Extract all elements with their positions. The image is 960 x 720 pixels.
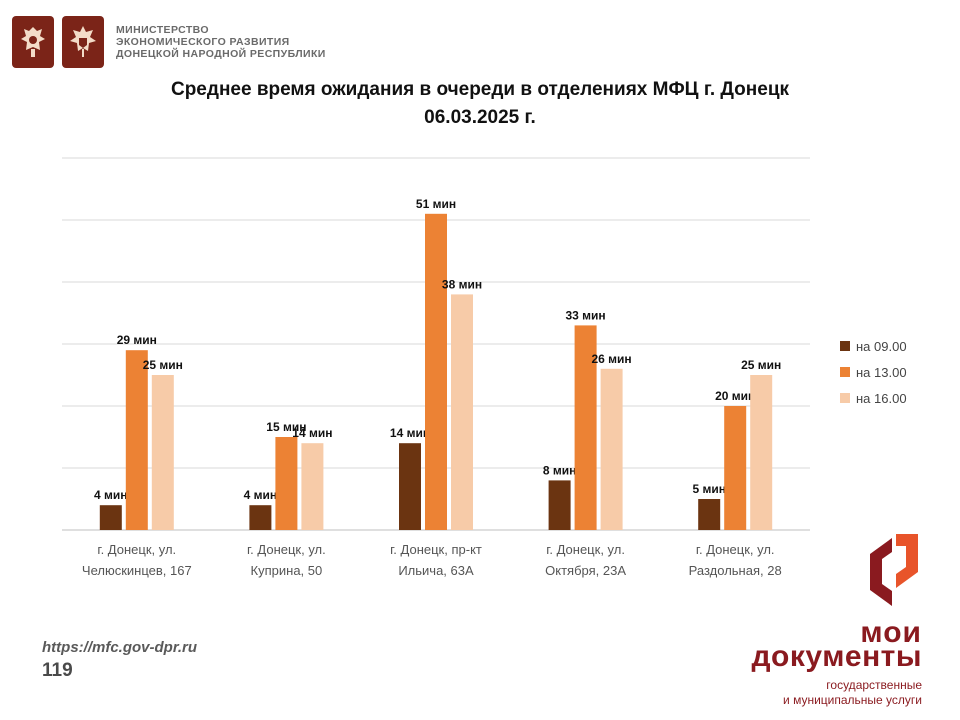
dpr-emblem-icon bbox=[62, 16, 104, 68]
data-label: 33 мин bbox=[566, 308, 606, 322]
data-label: 51 мин bbox=[416, 197, 456, 211]
website-link[interactable]: https://mfc.gov-dpr.ru bbox=[42, 639, 197, 656]
legend-label-1600: на 16.00 bbox=[856, 390, 907, 406]
chart-legend: на 09.00 на 13.00 на 16.00 bbox=[840, 333, 907, 411]
category-label: Октября, 23А bbox=[545, 563, 626, 578]
bar bbox=[574, 325, 597, 530]
legend-label-0900: на 09.00 bbox=[856, 338, 907, 354]
brand-tagline: государственные и муниципальные услуги bbox=[783, 678, 922, 708]
chart-title: Среднее время ожидания в очереди в отдел… bbox=[0, 76, 960, 132]
category-label: Челюскинцев, 167 bbox=[82, 563, 192, 578]
bar bbox=[301, 443, 324, 530]
bar bbox=[600, 368, 623, 530]
legend-label-1300: на 13.00 bbox=[856, 364, 907, 380]
data-label: 8 мин bbox=[543, 463, 577, 477]
legend-swatch-1300 bbox=[840, 367, 850, 377]
data-label: 25 мин bbox=[741, 358, 781, 372]
bar bbox=[99, 505, 122, 530]
data-label: 14 мин bbox=[390, 426, 430, 440]
category-label: г. Донецк, ул. bbox=[247, 542, 326, 557]
category-label: Раздольная, 28 bbox=[689, 563, 782, 578]
legend-item-0900: на 09.00 bbox=[840, 333, 907, 359]
data-label: 26 мин bbox=[592, 352, 632, 366]
data-label: 29 мин bbox=[117, 333, 157, 347]
ministry-name: МИНИСТЕРСТВО ЭКОНОМИЧЕСКОГО РАЗВИТИЯ ДОН… bbox=[116, 24, 326, 60]
page-number: 119 bbox=[42, 660, 73, 681]
data-label: 14 мин bbox=[292, 426, 332, 440]
legend-item-1600: на 16.00 bbox=[840, 385, 907, 411]
ministry-line-1: МИНИСТЕРСТВО bbox=[116, 24, 209, 36]
bar bbox=[724, 406, 747, 530]
brand-name-line-2: документы bbox=[751, 640, 922, 673]
chart-title-line-1: Среднее время ожидания в очереди в отдел… bbox=[170, 79, 790, 100]
bar bbox=[275, 437, 298, 530]
data-label: 38 мин bbox=[442, 277, 482, 291]
data-label: 4 мин bbox=[244, 488, 278, 502]
data-label: 4 мин bbox=[94, 488, 128, 502]
brand-block: мои документы государственные и муниципа… bbox=[722, 532, 922, 712]
brand-tagline-line-2: и муниципальные услуги bbox=[783, 693, 922, 707]
bar bbox=[425, 213, 447, 531]
russia-emblem-icon bbox=[12, 16, 54, 68]
category-label: Ильича, 63А bbox=[398, 563, 474, 578]
chart-title-line-2: 06.03.2025 г. bbox=[424, 107, 536, 128]
brand-tagline-line-1: государственные bbox=[826, 678, 922, 692]
bar bbox=[249, 505, 272, 530]
category-label: г. Донецк, ул. bbox=[696, 542, 775, 557]
data-label: 5 мин bbox=[692, 482, 726, 496]
legend-swatch-1600 bbox=[840, 393, 850, 403]
ministry-line-2: ЭКОНОМИЧЕСКОГО РАЗВИТИЯ bbox=[116, 36, 290, 48]
bar bbox=[750, 375, 773, 530]
bar bbox=[125, 350, 148, 530]
bar bbox=[548, 480, 571, 530]
category-label: Куприна, 50 bbox=[251, 563, 323, 578]
category-label: г. Донецк, пр-кт bbox=[390, 542, 482, 557]
data-label: 15 мин bbox=[266, 420, 306, 434]
moi-dokumenty-logo-icon bbox=[870, 534, 918, 606]
brand-name-line-1: мои bbox=[860, 616, 922, 649]
data-label: 25 мин bbox=[143, 358, 183, 372]
category-label: г. Донецк, ул. bbox=[546, 542, 625, 557]
bar bbox=[451, 294, 473, 530]
bar bbox=[399, 443, 421, 530]
bar bbox=[698, 499, 721, 530]
bar bbox=[151, 375, 174, 530]
data-label: 20 мин bbox=[715, 389, 755, 403]
header: МИНИСТЕРСТВО ЭКОНОМИЧЕСКОГО РАЗВИТИЯ ДОН… bbox=[12, 14, 326, 70]
ministry-line-3: ДОНЕЦКОЙ НАРОДНОЙ РЕСПУБЛИКИ bbox=[116, 48, 326, 60]
legend-swatch-0900 bbox=[840, 341, 850, 351]
category-label: г. Донецк, ул. bbox=[97, 542, 176, 557]
legend-item-1300: на 13.00 bbox=[840, 359, 907, 385]
